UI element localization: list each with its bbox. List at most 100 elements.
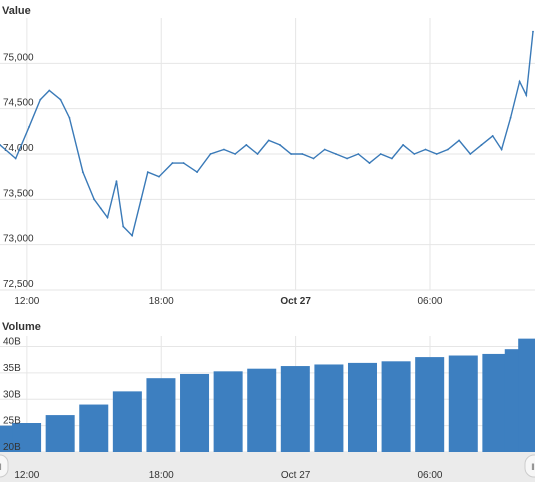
price-point bbox=[346, 157, 349, 160]
price-point bbox=[171, 162, 174, 164]
price-y-tick-label: 74,000 bbox=[3, 143, 34, 154]
volume-bar bbox=[280, 366, 310, 452]
volume-y-ticks: 20B 25B 30B 35B 40B bbox=[3, 337, 21, 453]
volume-bar bbox=[314, 364, 344, 452]
volume-bar bbox=[180, 373, 210, 452]
volume-bar bbox=[347, 362, 378, 452]
price-y-tick-label: 73,000 bbox=[3, 234, 34, 245]
price-point bbox=[391, 157, 393, 160]
price-point bbox=[115, 180, 118, 183]
price-point bbox=[14, 157, 17, 160]
price-point bbox=[209, 153, 212, 155]
navigator-x-tick-label: Oct 27 bbox=[281, 470, 311, 481]
price-x-tick-label: 06:00 bbox=[417, 296, 442, 307]
price-point bbox=[182, 162, 185, 164]
price-point bbox=[323, 148, 326, 151]
navigator[interactable]: 12:00 18:00 Oct 27 06:00 ‖ ‖ bbox=[0, 452, 535, 482]
navigator-x-tick-label: 06:00 bbox=[417, 470, 442, 481]
price-point bbox=[245, 144, 248, 146]
price-point bbox=[290, 153, 293, 155]
price-x-tick-label: 18:00 bbox=[149, 296, 174, 307]
price-point bbox=[525, 94, 528, 96]
price-y-tick-label: 74,500 bbox=[3, 98, 34, 109]
price-point bbox=[158, 175, 160, 178]
volume-y-tick-label: 40B bbox=[3, 337, 21, 348]
price-x-tick-label: 12:00 bbox=[14, 296, 39, 307]
price-point bbox=[458, 139, 460, 142]
price-point bbox=[424, 148, 427, 151]
price-point bbox=[93, 198, 95, 201]
navigator-right-handle[interactable]: ‖ bbox=[524, 454, 535, 478]
volume-bar bbox=[213, 371, 243, 452]
price-point bbox=[99, 207, 102, 210]
price-x-ticks: 12:00 18:00 Oct 27 06:00 bbox=[14, 296, 443, 307]
volume-bar bbox=[45, 415, 75, 452]
price-point bbox=[312, 157, 315, 160]
price-point bbox=[500, 148, 503, 151]
price-y-ticks: 72,500 73,000 73,500 74,000 74,500 75,000 bbox=[3, 52, 34, 290]
price-x-tick-label: Oct 27 bbox=[280, 296, 311, 307]
price-y-tick-label: 73,500 bbox=[3, 188, 34, 199]
volume-y-tick-label: 20B bbox=[3, 442, 21, 453]
price-panel: Value 72,500 73,000 73,500 74,000 74,500 75,0… bbox=[0, 5, 535, 307]
price-points bbox=[0, 30, 534, 237]
price-point bbox=[379, 153, 382, 155]
volume-bars bbox=[0, 338, 535, 452]
price-line bbox=[0, 31, 534, 237]
price-y-tick-label: 75,000 bbox=[3, 52, 34, 63]
price-point bbox=[223, 148, 225, 151]
navigator-x-ticks: 12:00 18:00 Oct 27 06:00 bbox=[14, 470, 443, 481]
navigator-left-handle[interactable]: ‖ bbox=[0, 454, 9, 478]
price-point bbox=[446, 148, 449, 151]
navigator-x-tick-label: 18:00 bbox=[149, 470, 174, 481]
volume-bar bbox=[112, 391, 142, 452]
volume-bar bbox=[146, 378, 176, 452]
volume-y-tick-label: 30B bbox=[3, 389, 21, 400]
price-point bbox=[68, 116, 71, 119]
volume-bar bbox=[12, 423, 42, 452]
price-point bbox=[140, 198, 142, 201]
price-point bbox=[532, 30, 534, 33]
price-point bbox=[122, 225, 125, 228]
price-point bbox=[131, 234, 134, 237]
price-point bbox=[196, 171, 198, 174]
price-point bbox=[357, 153, 360, 155]
volume-bar bbox=[247, 368, 277, 452]
price-point bbox=[256, 153, 259, 155]
price-point bbox=[234, 153, 237, 155]
price-point bbox=[368, 162, 371, 164]
price-point bbox=[402, 144, 405, 146]
volume-bar bbox=[381, 361, 411, 452]
price-point bbox=[518, 80, 521, 83]
price-point bbox=[435, 153, 438, 155]
price-point bbox=[509, 116, 512, 119]
volume-y-tick-label: 25B bbox=[3, 416, 21, 427]
volume-bar bbox=[518, 338, 535, 452]
price-point bbox=[267, 139, 270, 142]
volume-bar bbox=[415, 357, 445, 452]
navigator-x-tick-label: 12:00 bbox=[14, 470, 39, 481]
price-y-tick-label: 72,500 bbox=[3, 279, 34, 290]
price-point bbox=[480, 144, 483, 146]
price-point bbox=[413, 153, 416, 155]
price-point bbox=[469, 153, 472, 155]
navigator-background[interactable] bbox=[0, 452, 535, 482]
price-point bbox=[28, 125, 31, 128]
price-point bbox=[146, 171, 149, 174]
price-point bbox=[81, 171, 84, 174]
price-point bbox=[106, 216, 109, 219]
price-point bbox=[0, 144, 1, 146]
price-point bbox=[301, 153, 304, 155]
price-grid bbox=[0, 18, 535, 291]
price-point bbox=[39, 98, 42, 101]
price-title: Value bbox=[2, 5, 31, 17]
price-point bbox=[335, 153, 337, 155]
volume-y-tick-label: 35B bbox=[3, 363, 21, 374]
volume-panel: Volume 20B 25B 30B 35B 40B bbox=[0, 321, 535, 453]
price-point bbox=[279, 144, 281, 146]
left-handle-grip-icon: ‖ bbox=[0, 462, 2, 472]
price-point bbox=[48, 89, 51, 92]
volume-bar bbox=[448, 355, 478, 452]
